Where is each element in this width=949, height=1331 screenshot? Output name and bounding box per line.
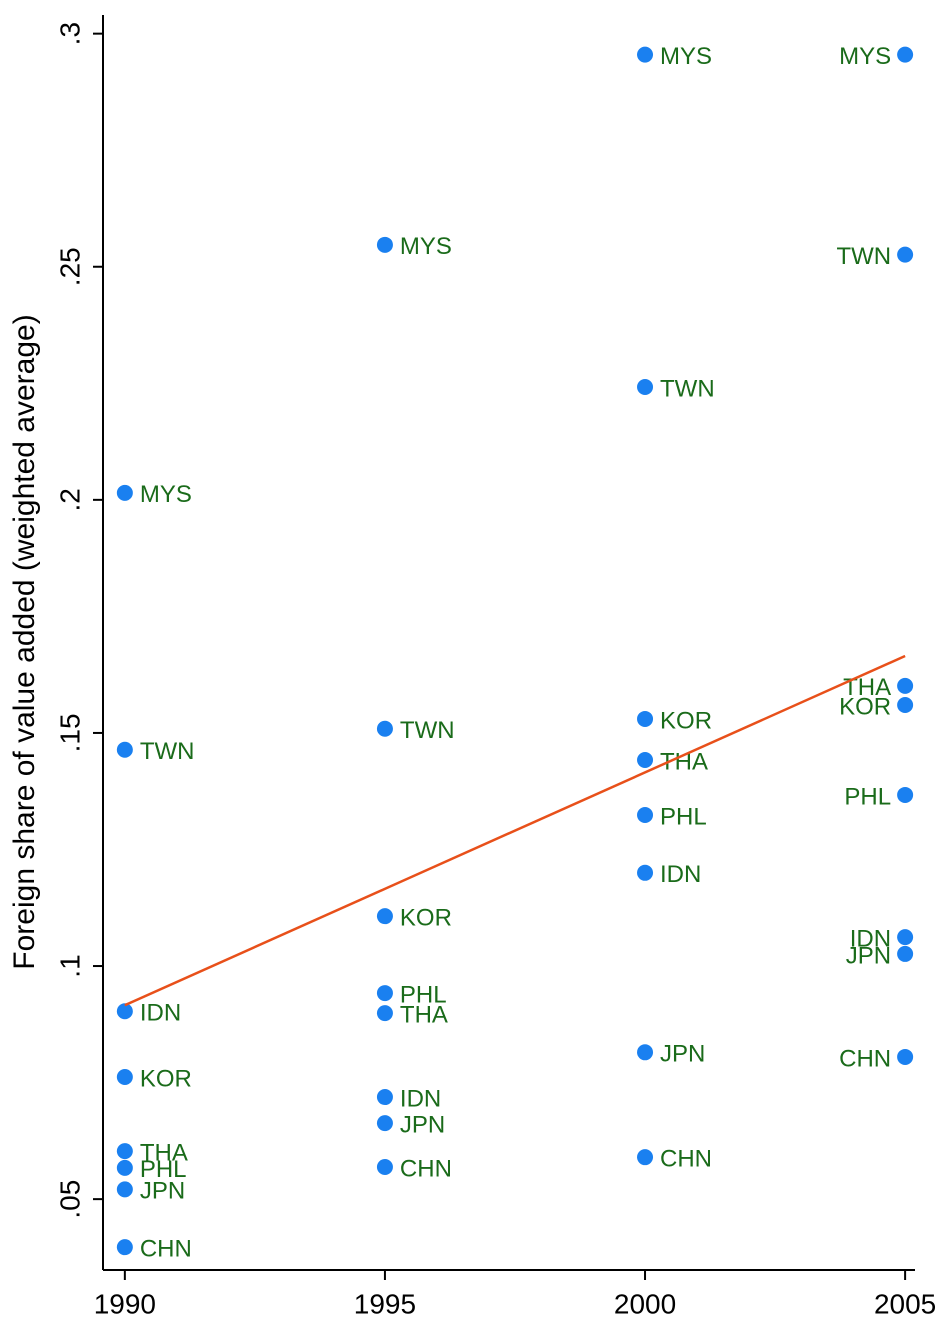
point-label: JPN xyxy=(846,942,891,969)
point xyxy=(637,46,654,63)
point-label: JPN xyxy=(140,1178,185,1205)
point-label: MYS xyxy=(660,43,712,70)
point-label: KOR xyxy=(140,1065,192,1092)
point xyxy=(116,1159,133,1176)
point-label: TWN xyxy=(836,243,891,270)
point-label: JPN xyxy=(660,1041,705,1068)
point-label: THA xyxy=(400,1001,448,1028)
point-label: THA xyxy=(140,1139,188,1166)
point xyxy=(116,1143,133,1160)
point xyxy=(376,720,393,737)
point-label: CHN xyxy=(140,1236,192,1263)
point xyxy=(116,1068,133,1085)
point-label: PHL xyxy=(400,981,447,1008)
point xyxy=(897,696,914,713)
point xyxy=(376,908,393,925)
x-tick-label: 2000 xyxy=(614,1288,676,1319)
point xyxy=(376,1005,393,1022)
point xyxy=(897,786,914,803)
point xyxy=(376,985,393,1002)
point xyxy=(897,1048,914,1065)
point-label: CHN xyxy=(839,1045,891,1072)
point-label: MYS xyxy=(140,481,192,508)
x-tick-label: 1990 xyxy=(94,1288,156,1319)
point-label: CHN xyxy=(660,1146,712,1173)
point-label: THA xyxy=(843,674,891,701)
point xyxy=(376,236,393,253)
point xyxy=(116,484,133,501)
y-axis-title: Foreign share of value added (weighted a… xyxy=(8,314,41,969)
point xyxy=(637,710,654,727)
point xyxy=(897,246,914,263)
y-tick-label: .2 xyxy=(54,488,85,511)
point xyxy=(116,741,133,758)
point-label: KOR xyxy=(400,905,452,932)
point xyxy=(116,1003,133,1020)
point-label: MYS xyxy=(839,43,891,70)
point-label: PHL xyxy=(844,783,891,810)
point xyxy=(637,806,654,823)
point-label: TWN xyxy=(660,375,715,402)
fit-line xyxy=(124,654,906,1007)
point-label: CHN xyxy=(400,1155,452,1182)
y-tick-label: .05 xyxy=(54,1180,85,1219)
point xyxy=(376,1115,393,1132)
point xyxy=(116,1181,133,1198)
point xyxy=(376,1089,393,1106)
point xyxy=(637,864,654,881)
point-label: KOR xyxy=(660,707,712,734)
point xyxy=(897,929,914,946)
point xyxy=(376,1158,393,1175)
point xyxy=(637,1149,654,1166)
point-label: IDN xyxy=(850,925,891,952)
point-label: PHL xyxy=(140,1156,187,1183)
x-tick-label: 2005 xyxy=(874,1288,936,1319)
point xyxy=(637,751,654,768)
point-label: IDN xyxy=(140,1000,181,1027)
point xyxy=(116,1239,133,1256)
point-label: TWN xyxy=(400,717,455,744)
point-label: PHL xyxy=(660,803,707,830)
point-label: IDN xyxy=(400,1085,441,1112)
point xyxy=(897,677,914,694)
y-tick-label: .15 xyxy=(54,713,85,752)
y-tick-label: .25 xyxy=(54,247,85,286)
point xyxy=(637,379,654,396)
y-tick-label: .3 xyxy=(54,22,85,45)
x-tick-label: 1995 xyxy=(354,1288,416,1319)
point-label: TWN xyxy=(140,738,195,765)
point-label: JPN xyxy=(400,1111,445,1138)
point xyxy=(637,1044,654,1061)
point-label: MYS xyxy=(400,233,452,260)
y-tick-label: .1 xyxy=(54,954,85,977)
point-label: IDN xyxy=(660,861,701,888)
point-label: KOR xyxy=(839,693,891,720)
point xyxy=(897,945,914,962)
point xyxy=(897,46,914,63)
